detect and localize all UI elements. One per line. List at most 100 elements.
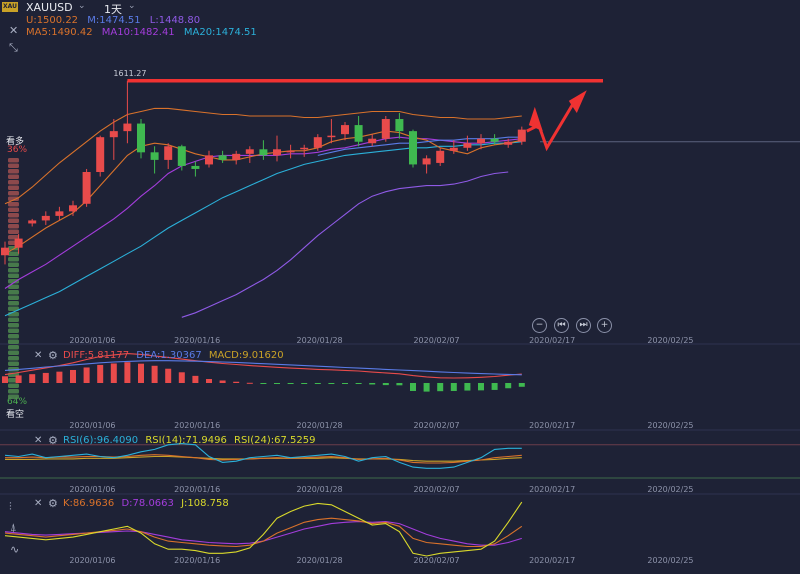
candle-body — [368, 138, 377, 144]
macd-bar — [42, 372, 49, 383]
macd-bar — [342, 383, 348, 384]
macd-bar — [165, 368, 172, 383]
x-tick-label: 2020/02/07 — [413, 421, 459, 430]
sentiment-segment — [8, 273, 19, 278]
x-tick-label: 2020/02/25 — [647, 485, 693, 494]
sentiment-segment — [8, 196, 19, 201]
x-tick-label: 2020/01/06 — [69, 421, 115, 430]
gear-icon[interactable]: ⚙ — [48, 434, 58, 447]
kdj-j-line — [4, 501, 523, 557]
macd-bar — [328, 383, 335, 384]
macd-bar — [491, 383, 498, 390]
sentiment-segment — [8, 158, 19, 163]
sentiment-segment — [8, 268, 19, 273]
candle-body — [137, 123, 145, 153]
sentiment-segment — [8, 361, 19, 366]
chevron-down-icon[interactable]: ⌄ — [78, 1, 86, 11]
chevron-down-icon[interactable]: ⌄ — [128, 1, 136, 11]
macd-bar — [97, 364, 104, 383]
rsi14-line — [5, 454, 522, 464]
collapse-icon[interactable]: ⤡ — [9, 41, 18, 54]
candle-body — [409, 131, 417, 165]
sentiment-segment — [8, 290, 19, 295]
macd-bar — [382, 383, 389, 386]
timeframe-selector[interactable]: 1天 — [104, 3, 122, 16]
boll-lower-line — [181, 171, 509, 318]
macd-bar — [369, 383, 376, 385]
close-macd-icon[interactable]: ✕ — [34, 350, 43, 361]
sentiment-segment — [8, 202, 19, 207]
close-rsi-icon[interactable]: ✕ — [34, 435, 43, 446]
boll-upper-value: U:1500.22 — [26, 15, 79, 26]
boll-upper-line — [4, 107, 522, 205]
candle-body — [14, 238, 23, 248]
macd-bar — [355, 383, 362, 384]
drawing-tool-icon[interactable]: ⍋ — [10, 521, 17, 534]
candle-body — [449, 147, 458, 151]
sentiment-segment — [8, 218, 19, 223]
macd-legend: DIFF:5.81177 DEA:1.30367 MACD:9.01620 — [63, 350, 284, 361]
x-tick-label: 2020/01/06 — [69, 336, 115, 345]
rsi6-value: RSI(6):96.4090 — [63, 435, 139, 446]
zoom-in-button[interactable]: + — [597, 318, 612, 333]
scroll-start-button[interactable]: ⏮ — [554, 318, 569, 333]
candle-body — [191, 165, 200, 169]
x-tick-label: 2020/01/28 — [297, 336, 343, 345]
sentiment-segment — [8, 251, 19, 256]
candle-body — [123, 123, 132, 132]
candle-body — [477, 138, 485, 144]
close-kdj-icon[interactable]: ✕ — [34, 498, 43, 509]
x-tick-label: 2020/01/28 — [297, 556, 343, 565]
candle-body — [300, 147, 309, 150]
sentiment-segment — [8, 323, 19, 328]
macd-bar — [110, 363, 117, 383]
macd-bar — [29, 374, 36, 383]
candle-body — [517, 129, 526, 142]
candle-body — [1, 247, 9, 256]
candle-body — [28, 220, 37, 224]
x-tick-label: 2020/01/16 — [174, 485, 220, 494]
macd-bar — [410, 383, 416, 391]
macd-bar — [423, 383, 430, 392]
chart-type-icon[interactable]: ⫶ — [9, 500, 12, 513]
x-tick-label: 2020/02/07 — [413, 556, 459, 565]
zoom-out-button[interactable]: − — [532, 318, 547, 333]
macd-bar — [301, 383, 308, 384]
gear-icon[interactable]: ⚙ — [48, 497, 58, 510]
rsi6-line — [4, 443, 522, 469]
sentiment-segment — [8, 356, 19, 361]
candle-body — [205, 155, 213, 165]
candle-body — [354, 125, 363, 142]
x-tick-label: 2020/02/17 — [529, 421, 575, 430]
x-tick-label: 2020/02/17 — [529, 556, 575, 565]
macd-bar — [314, 383, 321, 384]
macd-dea-value: DEA:1.30367 — [136, 350, 202, 361]
ma20-value: MA20:1474.51 — [183, 27, 257, 38]
high-price-label: 1611.27 — [113, 69, 146, 78]
sentiment-segment — [8, 394, 19, 399]
macd-bar — [233, 381, 240, 383]
kdj-j-value: J:108.758 — [181, 498, 229, 509]
macd-bar — [124, 362, 131, 383]
kdj-k-line — [4, 517, 523, 548]
scroll-end-button[interactable]: ⏭ — [576, 318, 591, 333]
sentiment-segment — [8, 284, 19, 289]
rsi-legend: RSI(6):96.4090 RSI(14):71.9496 RSI(24):6… — [63, 435, 316, 446]
macd-bar — [151, 365, 158, 383]
kdj-legend: K:86.9636 D:78.0663 J:108.758 — [63, 498, 229, 509]
symbol-logo: XAU — [2, 2, 18, 12]
macd-bar — [246, 382, 253, 384]
bull-percent: 36% — [7, 145, 28, 155]
rsi14-value: RSI(14):71.9496 — [145, 435, 227, 446]
macd-bar — [206, 379, 212, 383]
close-icon[interactable]: ✕ — [9, 24, 19, 37]
macd-diff-value: DIFF:5.81177 — [63, 350, 130, 361]
symbol-selector[interactable]: XAUUSD — [26, 1, 73, 14]
kdj-k-value: K:86.9636 — [63, 498, 115, 509]
candle-body — [96, 137, 105, 172]
macd-bar — [56, 371, 63, 383]
boll-mid-value: M:1474.51 — [87, 15, 141, 26]
wave-tool-icon[interactable]: ∿ — [10, 543, 20, 556]
gear-icon[interactable]: ⚙ — [48, 349, 58, 362]
